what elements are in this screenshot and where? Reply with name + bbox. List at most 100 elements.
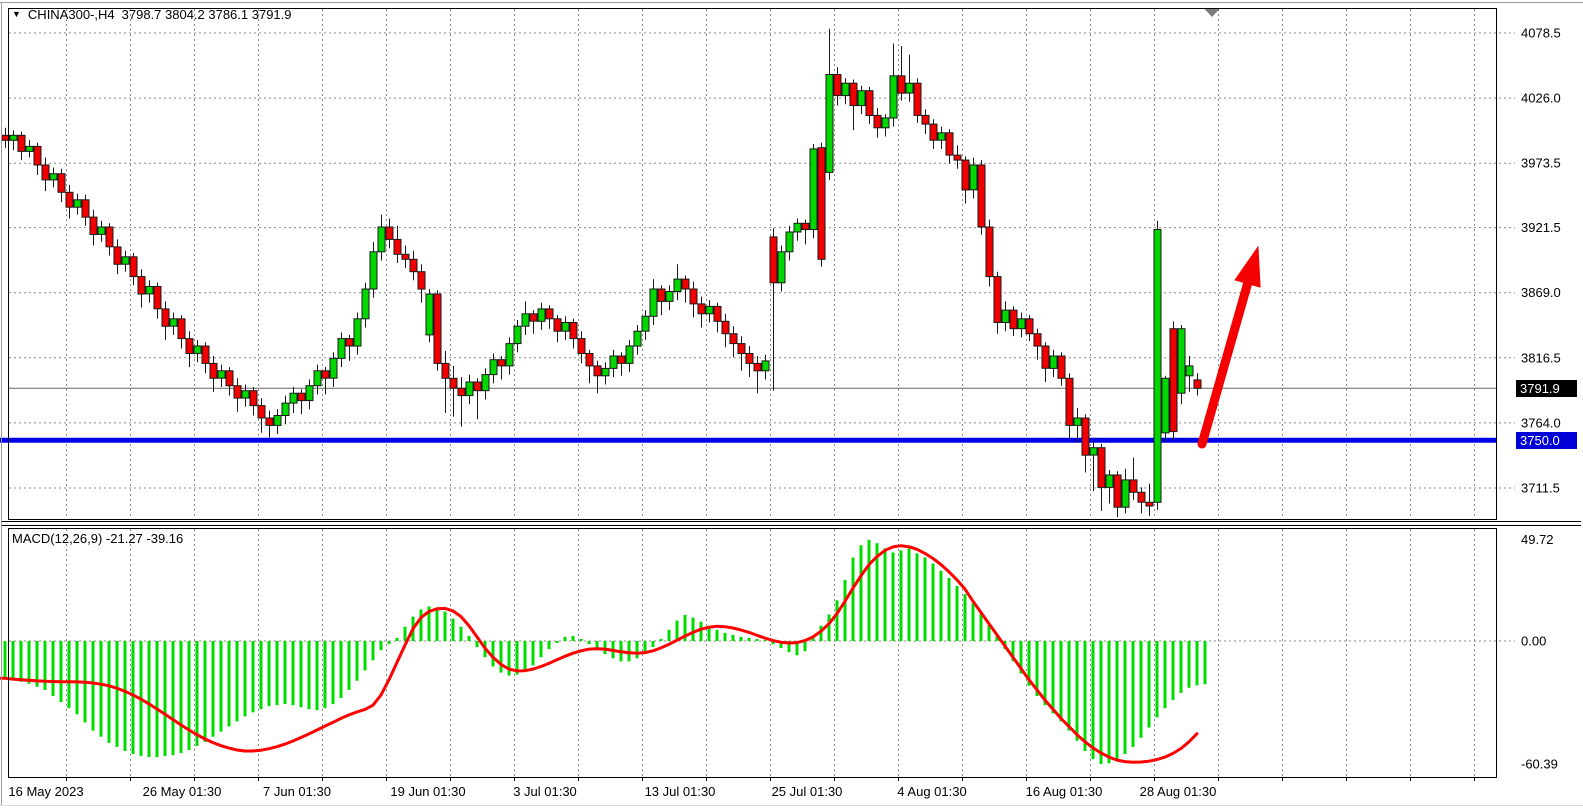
candle <box>57 168 66 203</box>
macd-axis-label: -60.39 <box>1521 757 1558 772</box>
candle <box>265 410 274 438</box>
candle <box>433 290 442 371</box>
candle <box>1137 487 1146 514</box>
candle <box>905 54 914 102</box>
candle <box>865 86 874 125</box>
candle <box>1129 457 1138 500</box>
time-axis-label: 28 Aug 01:30 <box>1140 784 1217 799</box>
candle <box>1009 306 1018 337</box>
candle <box>201 342 210 374</box>
candle <box>489 353 498 384</box>
candle <box>657 285 666 316</box>
candle <box>641 310 650 340</box>
candle <box>481 368 490 400</box>
candle <box>585 349 594 384</box>
candle <box>81 194 90 226</box>
candle <box>753 356 762 394</box>
candle <box>809 144 818 239</box>
candle <box>345 334 354 361</box>
time-axis-drag-area[interactable] <box>0 778 1583 804</box>
candle <box>577 331 586 364</box>
candle <box>1177 325 1186 405</box>
price-axis-label: 3711.5 <box>1521 481 1560 496</box>
macd-axis-label: 0.00 <box>1521 634 1546 649</box>
candle <box>1169 321 1178 441</box>
candle <box>1185 356 1194 392</box>
candle <box>1065 373 1074 439</box>
candle <box>361 282 370 328</box>
candle <box>305 379 314 410</box>
trend-arrow[interactable] <box>1197 245 1261 449</box>
time-axis-label: 16 May 2023 <box>8 784 83 799</box>
candle <box>537 302 546 330</box>
candle <box>417 264 426 303</box>
candle <box>273 409 282 435</box>
price-axis-label: 3869.0 <box>1521 285 1561 300</box>
candle <box>193 339 202 363</box>
candle <box>17 131 26 161</box>
candle <box>633 325 642 355</box>
time-axis-label: 4 Aug 01:30 <box>897 784 966 799</box>
candle <box>521 301 530 335</box>
candle <box>801 219 810 245</box>
candle <box>1001 301 1010 332</box>
candle <box>841 78 850 105</box>
candle <box>793 218 802 241</box>
candle <box>609 349 618 377</box>
candle <box>1081 414 1090 473</box>
candle <box>97 220 106 242</box>
candle <box>145 280 154 303</box>
candle <box>1193 373 1202 396</box>
candle <box>161 301 170 340</box>
time-axis-label: 13 Jul 01:30 <box>645 784 716 799</box>
candle <box>449 365 458 417</box>
candle <box>329 352 338 387</box>
candle <box>985 219 994 287</box>
candle <box>457 377 466 427</box>
candles <box>1 28 1202 518</box>
candle <box>425 289 434 343</box>
candle <box>337 332 346 368</box>
candle <box>649 279 658 325</box>
candle <box>393 225 402 263</box>
candle <box>969 157 978 199</box>
triangle-down-icon: ▼ <box>12 9 21 19</box>
candle <box>601 362 610 385</box>
candle <box>1121 468 1130 514</box>
candle <box>921 109 930 134</box>
candle <box>233 378 242 412</box>
candle <box>945 129 954 164</box>
candle <box>881 114 890 137</box>
candle <box>761 354 770 380</box>
candle <box>217 364 226 387</box>
candle <box>321 367 330 395</box>
candle <box>745 346 754 377</box>
candle <box>297 389 306 415</box>
candle <box>409 250 418 281</box>
candle <box>1113 471 1122 518</box>
candle <box>873 108 882 138</box>
candle <box>65 184 74 219</box>
candle <box>169 312 178 335</box>
candle <box>857 85 866 115</box>
candle <box>465 374 474 405</box>
time-axis-label: 3 Jul 01:30 <box>513 784 577 799</box>
candle <box>281 395 290 425</box>
candle <box>1105 470 1114 504</box>
candle <box>729 326 738 358</box>
candle <box>41 157 50 192</box>
candle <box>1153 220 1162 510</box>
candle <box>1145 483 1154 516</box>
ohlc-values-label: 3798.7 3804.2 3786.1 3791.9 <box>121 6 292 22</box>
candle <box>785 225 794 261</box>
candle <box>849 79 858 131</box>
candle <box>473 378 482 420</box>
candle <box>497 356 506 380</box>
candle <box>961 156 970 204</box>
candle <box>777 245 786 292</box>
candle <box>505 337 514 375</box>
price-axis-label: 3921.5 <box>1521 220 1561 235</box>
candle <box>681 275 690 303</box>
macd-signal-line <box>0 544 1199 764</box>
